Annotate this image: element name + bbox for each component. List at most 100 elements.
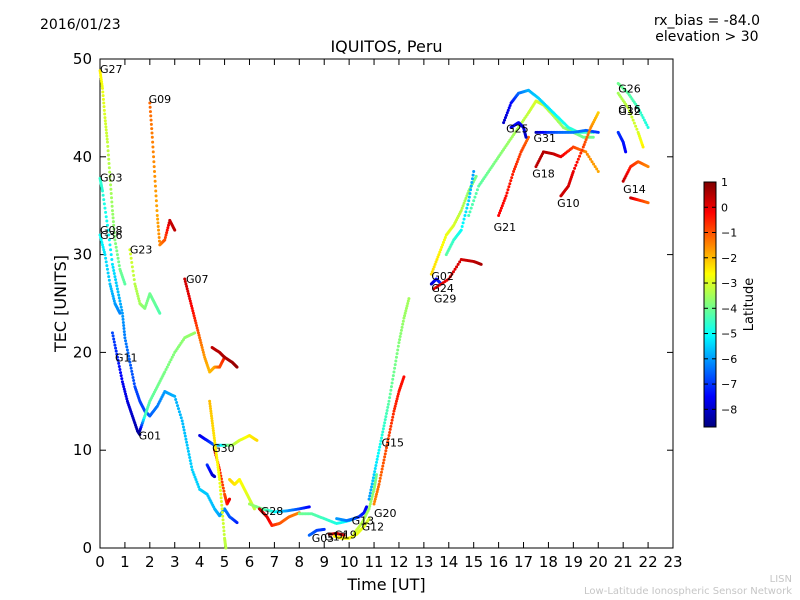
data-point: [130, 261, 134, 265]
data-point: [102, 248, 106, 252]
series-g10: [559, 111, 600, 198]
data-point: [506, 108, 510, 112]
credit-long: Low-Latitude Ionospheric Sensor Network: [584, 586, 792, 597]
data-point: [181, 425, 185, 429]
data-point: [506, 188, 510, 192]
data-point: [109, 187, 113, 191]
data-point: [123, 336, 127, 340]
chart-title: IQUITOS, Peru: [330, 37, 443, 56]
data-point: [579, 151, 583, 155]
data-point: [103, 206, 107, 210]
data-point: [588, 128, 592, 132]
data-point: [637, 108, 641, 112]
data-point: [125, 345, 129, 349]
data-point: [255, 438, 259, 442]
data-point: [124, 394, 128, 398]
series-g27: [98, 69, 127, 286]
data-point: [399, 328, 403, 332]
data-point: [587, 155, 591, 159]
data-point: [111, 212, 115, 216]
data-point: [119, 302, 123, 306]
data-point: [373, 497, 377, 501]
series-g23: [128, 248, 162, 315]
data-point: [201, 348, 205, 352]
data-point: [98, 233, 102, 237]
data-point: [384, 449, 388, 453]
data-point: [221, 522, 225, 526]
data-point: [581, 145, 585, 149]
data-point: [150, 135, 154, 139]
data-point: [148, 101, 152, 105]
data-point: [110, 331, 114, 335]
data-point: [630, 115, 634, 119]
data-point: [155, 209, 159, 213]
x-axis-ticks: 0 1 2 3 4 5 6 7 8 9 10 11 12 13 14 15 16 17 18 19 20 21 22 23: [95, 59, 683, 571]
data-point: [432, 265, 436, 269]
data-point: [460, 224, 464, 228]
colorbar-ticks: 1 0 −1 −2 −3 −4 −5 −6 −7 −8: [704, 176, 737, 416]
data-point: [498, 211, 502, 215]
data-point: [194, 321, 198, 325]
data-point: [110, 262, 114, 266]
data-point: [167, 363, 171, 367]
data-point: [391, 377, 395, 381]
data-point: [108, 170, 112, 174]
series-g02b: [444, 169, 476, 257]
series-g36: [616, 130, 628, 154]
data-point: [189, 462, 193, 466]
data-point: [156, 224, 160, 228]
colorbar-tick-label: −8: [721, 403, 737, 416]
y-tick-label: 0: [82, 539, 92, 557]
data-point: [460, 206, 464, 210]
data-point: [376, 485, 380, 489]
x-tick-label: 2: [145, 553, 155, 571]
data-point: [215, 460, 219, 464]
data-point: [128, 248, 132, 252]
data-point: [209, 414, 213, 418]
data-point: [376, 454, 380, 458]
data-point: [113, 343, 117, 347]
data-point: [389, 385, 393, 389]
data-point: [183, 279, 187, 283]
data-point: [388, 396, 392, 400]
satellite-label: G08: [100, 224, 123, 237]
data-point: [373, 470, 377, 474]
data-point: [105, 219, 109, 223]
x-tick-label: 11: [364, 553, 383, 571]
data-point: [100, 82, 104, 86]
data-point: [121, 317, 125, 321]
series-g21: [497, 135, 531, 217]
data-point: [406, 299, 410, 303]
data-point: [473, 195, 477, 199]
data-point: [98, 71, 102, 75]
data-point: [221, 483, 225, 487]
data-point: [107, 162, 111, 166]
data-point: [105, 140, 109, 144]
data-point: [400, 325, 404, 329]
data-point: [113, 275, 117, 279]
data-point: [212, 434, 216, 438]
data-point: [382, 458, 386, 462]
data-point: [385, 446, 388, 450]
data-point: [110, 292, 114, 296]
data-point: [115, 355, 119, 359]
data-point: [387, 434, 391, 438]
data-point: [106, 228, 110, 232]
data-point: [527, 135, 531, 139]
data-point: [434, 260, 438, 264]
data-point: [107, 238, 111, 242]
data-point: [587, 130, 591, 134]
data-point: [462, 201, 466, 205]
data-point: [221, 518, 225, 522]
data-point: [388, 427, 392, 431]
x-tick-label: 23: [663, 553, 682, 571]
data-point: [134, 287, 138, 291]
data-point: [459, 209, 463, 213]
data-point: [108, 282, 112, 286]
data-point: [152, 169, 156, 173]
satellite-label: G32: [618, 105, 641, 118]
data-point: [378, 442, 382, 446]
data-point: [466, 191, 470, 195]
data-point: [459, 228, 463, 232]
y-axis-label: TEC [UNITS]: [51, 255, 70, 353]
